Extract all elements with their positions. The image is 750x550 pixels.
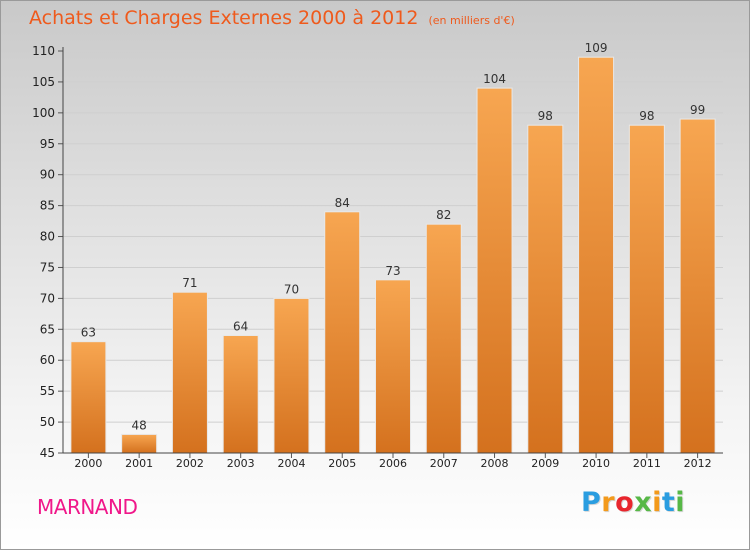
y-tick-label: 75 bbox=[40, 260, 55, 274]
y-tick-label: 65 bbox=[40, 322, 55, 336]
x-tick-label: 2002 bbox=[176, 457, 204, 470]
chart-title-unit: (en milliers d'€) bbox=[428, 14, 515, 27]
x-tick-label: 2010 bbox=[582, 457, 610, 470]
bar-value-label: 73 bbox=[385, 264, 400, 278]
bar-value-label: 48 bbox=[132, 418, 147, 432]
bar-value-label: 109 bbox=[585, 41, 608, 55]
y-tick-label: 100 bbox=[32, 106, 55, 120]
chart-title: Achats et Charges Externes 2000 à 2012 (e… bbox=[29, 7, 515, 29]
bar-value-label: 82 bbox=[436, 208, 451, 222]
bar bbox=[324, 211, 361, 454]
y-tick-label: 50 bbox=[40, 415, 55, 429]
bar bbox=[578, 56, 615, 454]
town-name: MARNAND bbox=[37, 495, 138, 519]
bar bbox=[476, 87, 513, 454]
x-tick-label: 2011 bbox=[633, 457, 661, 470]
y-tick-label: 80 bbox=[40, 230, 55, 244]
bar bbox=[121, 433, 158, 454]
bar bbox=[273, 297, 310, 454]
y-tick-label: 90 bbox=[40, 168, 55, 182]
x-tick-label: 2004 bbox=[277, 457, 305, 470]
bar-value-label: 70 bbox=[284, 282, 299, 296]
proxiti-logo[interactable]: Proxiti bbox=[581, 487, 685, 518]
y-tick-label: 105 bbox=[32, 75, 55, 89]
logo-letter: i bbox=[652, 487, 662, 518]
bar bbox=[679, 118, 716, 454]
bar bbox=[70, 341, 107, 454]
y-tick-label: 55 bbox=[40, 384, 55, 398]
y-tick-label: 85 bbox=[40, 199, 55, 213]
chart-title-main: Achats et Charges Externes 2000 à 2012 bbox=[29, 7, 419, 29]
logo-letter: o bbox=[615, 487, 635, 518]
y-tick-label: 95 bbox=[40, 137, 55, 151]
bar-value-label: 64 bbox=[233, 319, 248, 333]
y-tick-label: 45 bbox=[40, 446, 55, 460]
bar-value-label: 63 bbox=[81, 326, 96, 340]
y-tick-label: 110 bbox=[32, 44, 55, 58]
y-tick-label: 60 bbox=[40, 353, 55, 367]
bar-value-label: 104 bbox=[483, 72, 506, 86]
logo-letter: t bbox=[661, 487, 676, 518]
x-tick-label: 2003 bbox=[227, 457, 255, 470]
x-tick-label: 2008 bbox=[481, 457, 509, 470]
x-tick-label: 2009 bbox=[531, 457, 559, 470]
x-tick-label: 2000 bbox=[74, 457, 102, 470]
logo-letter: i bbox=[675, 487, 686, 518]
bar-value-label: 84 bbox=[335, 196, 350, 210]
logo-letter: P bbox=[581, 487, 602, 518]
bar bbox=[425, 223, 462, 454]
bar-value-label: 71 bbox=[182, 276, 197, 290]
x-tick-label: 2007 bbox=[430, 457, 458, 470]
x-tick-label: 2012 bbox=[684, 457, 712, 470]
x-tick-label: 2006 bbox=[379, 457, 407, 470]
bar bbox=[171, 291, 208, 454]
logo-letter: x bbox=[634, 487, 653, 518]
bar-value-label: 98 bbox=[639, 109, 654, 123]
y-tick-label: 70 bbox=[40, 291, 55, 305]
x-tick-label: 2005 bbox=[328, 457, 356, 470]
bar bbox=[527, 124, 564, 454]
bar-value-label: 99 bbox=[690, 103, 705, 117]
x-tick-label: 2001 bbox=[125, 457, 153, 470]
logo-letter: r bbox=[601, 487, 616, 518]
bar bbox=[628, 124, 665, 454]
bar bbox=[222, 334, 259, 454]
bar-value-label: 98 bbox=[538, 109, 553, 123]
bar bbox=[375, 279, 411, 454]
